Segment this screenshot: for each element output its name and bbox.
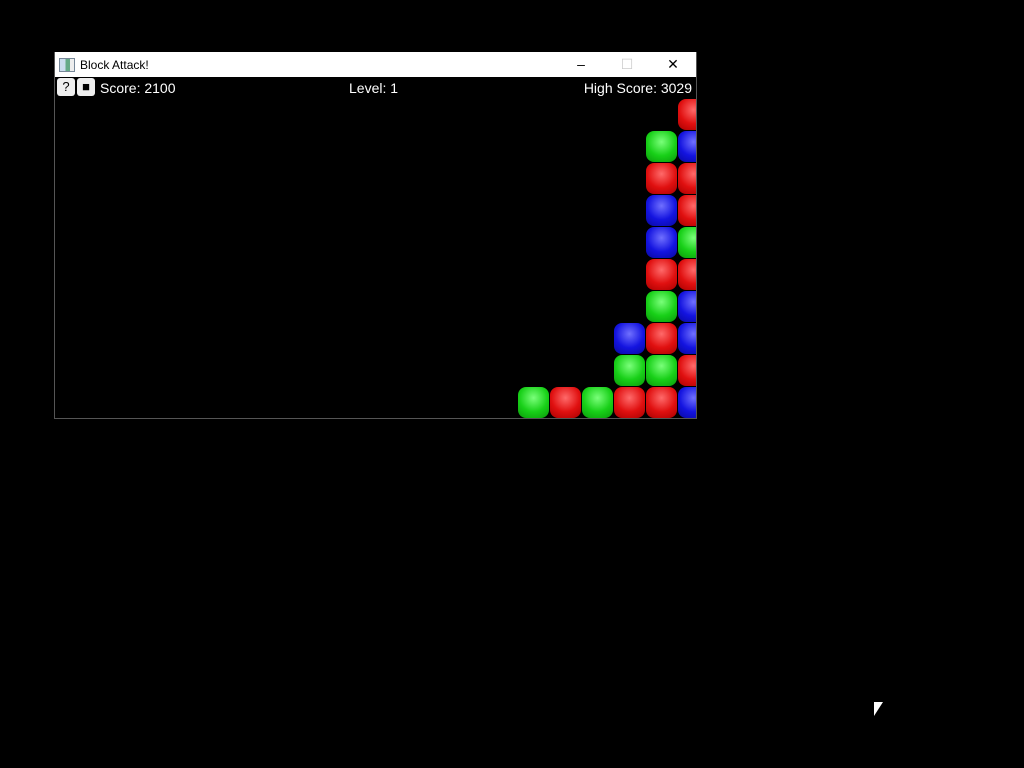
block-red[interactable] bbox=[678, 355, 696, 386]
app-icon bbox=[59, 58, 75, 72]
close-button[interactable]: ✕ bbox=[667, 56, 679, 72]
mouse-cursor-icon bbox=[874, 702, 883, 716]
block-blue[interactable] bbox=[614, 323, 645, 354]
block-green[interactable] bbox=[678, 227, 696, 258]
game-board[interactable]: ? ■ Score: 2100 Level: 1 High Score: 302… bbox=[55, 77, 696, 418]
block-red[interactable] bbox=[678, 99, 696, 130]
block-red[interactable] bbox=[646, 259, 677, 290]
block-blue[interactable] bbox=[678, 387, 696, 418]
stop-button[interactable]: ■ bbox=[77, 78, 95, 96]
block-red[interactable] bbox=[678, 259, 696, 290]
block-green[interactable] bbox=[646, 291, 677, 322]
maximize-button[interactable]: ☐ bbox=[620, 56, 634, 72]
block-green[interactable] bbox=[646, 131, 677, 162]
block-red[interactable] bbox=[678, 163, 696, 194]
help-button[interactable]: ? bbox=[57, 78, 75, 96]
block-green[interactable] bbox=[518, 387, 549, 418]
block-red[interactable] bbox=[550, 387, 581, 418]
block-blue[interactable] bbox=[678, 291, 696, 322]
block-red[interactable] bbox=[646, 387, 677, 418]
title-bar[interactable]: Block Attack! – ☐ ✕ bbox=[55, 52, 696, 77]
block-blue[interactable] bbox=[678, 131, 696, 162]
block-blue[interactable] bbox=[646, 227, 677, 258]
block-blue[interactable] bbox=[678, 323, 696, 354]
block-red[interactable] bbox=[646, 323, 677, 354]
block-red[interactable] bbox=[678, 195, 696, 226]
block-green[interactable] bbox=[646, 355, 677, 386]
block-red[interactable] bbox=[646, 163, 677, 194]
block-green[interactable] bbox=[614, 355, 645, 386]
block-green[interactable] bbox=[582, 387, 613, 418]
score-label: Score: 2100 bbox=[100, 80, 176, 96]
high-score-label: High Score: 3029 bbox=[583, 80, 692, 96]
block-red[interactable] bbox=[614, 387, 645, 418]
block-blue[interactable] bbox=[646, 195, 677, 226]
minimize-button[interactable]: – bbox=[577, 56, 585, 72]
window-title: Block Attack! bbox=[80, 58, 149, 72]
level-label: Level: 1 bbox=[349, 80, 399, 96]
game-window: Block Attack! – ☐ ✕ ? ■ Score: 2100 Leve… bbox=[54, 52, 697, 419]
